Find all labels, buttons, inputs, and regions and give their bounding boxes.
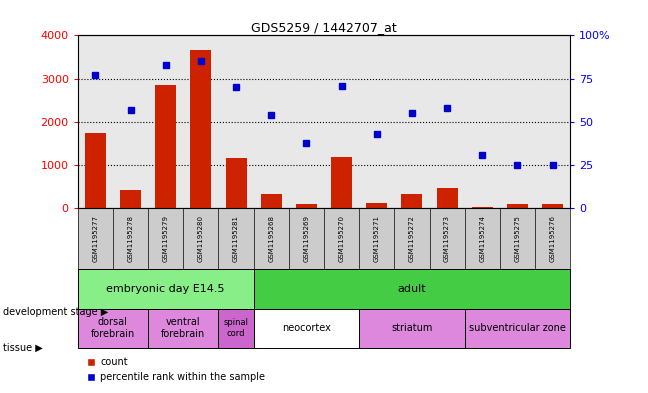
Bar (331, 157, 352, 208)
Bar (465, 309, 570, 348)
Bar (120, 190, 141, 208)
Bar (296, 204, 317, 208)
Bar (542, 204, 563, 208)
Bar (148, 309, 218, 348)
Bar (253, 309, 359, 348)
Text: GSM1195281: GSM1195281 (233, 215, 239, 262)
Bar (253, 269, 570, 309)
Text: adult: adult (398, 284, 426, 294)
Bar (78, 309, 148, 348)
Title: GDS5259 / 1442707_at: GDS5259 / 1442707_at (251, 21, 397, 34)
Bar (191, 50, 211, 208)
Text: GSM1195271: GSM1195271 (374, 215, 380, 262)
Text: subventricular zone: subventricular zone (469, 323, 566, 333)
Bar (155, 85, 176, 208)
Text: GSM1195270: GSM1195270 (339, 215, 345, 262)
Text: embryonic day E14.5: embryonic day E14.5 (106, 284, 225, 294)
Text: dorsal
forebrain: dorsal forebrain (91, 318, 135, 339)
Bar (85, 133, 106, 208)
Text: GSM1195269: GSM1195269 (303, 215, 309, 262)
Text: GSM1195280: GSM1195280 (198, 215, 204, 262)
Text: GSM1195279: GSM1195279 (163, 215, 168, 262)
Text: GSM1195274: GSM1195274 (480, 215, 485, 262)
Bar (366, 203, 388, 208)
Text: GSM1195276: GSM1195276 (550, 215, 555, 262)
Text: development stage ▶: development stage ▶ (3, 307, 108, 318)
Text: GSM1195273: GSM1195273 (444, 215, 450, 262)
Bar (401, 194, 422, 208)
Bar (507, 204, 528, 208)
Bar (260, 194, 282, 208)
Text: ventral
forebrain: ventral forebrain (161, 318, 205, 339)
Text: GSM1195272: GSM1195272 (409, 215, 415, 262)
Legend: count, percentile rank within the sample: count, percentile rank within the sample (83, 354, 269, 386)
Text: GSM1195277: GSM1195277 (93, 215, 98, 262)
Text: neocortex: neocortex (282, 323, 331, 333)
Bar (359, 309, 465, 348)
Bar (78, 269, 253, 309)
Bar (226, 158, 247, 208)
Text: GSM1195278: GSM1195278 (128, 215, 133, 262)
Text: tissue ▶: tissue ▶ (3, 343, 43, 353)
Bar (218, 309, 253, 348)
Text: spinal
cord: spinal cord (224, 318, 249, 338)
Bar (437, 188, 457, 208)
Text: striatum: striatum (391, 323, 433, 333)
Text: GSM1195275: GSM1195275 (515, 215, 520, 262)
Text: GSM1195268: GSM1195268 (268, 215, 274, 262)
